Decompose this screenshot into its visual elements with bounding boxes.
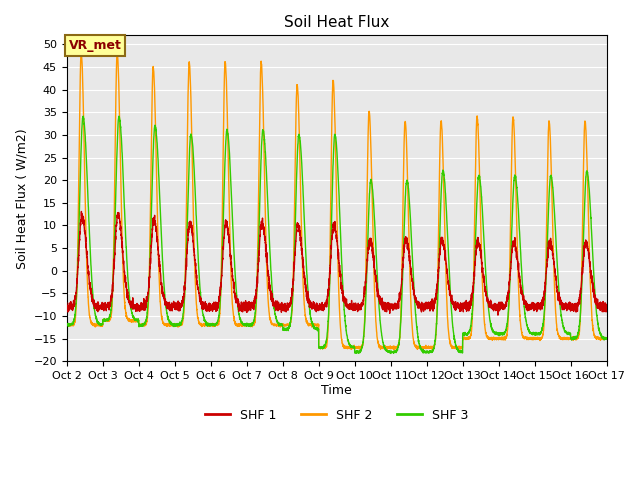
Title: Soil Heat Flux: Soil Heat Flux [284, 15, 389, 30]
Y-axis label: Soil Heat Flux ( W/m2): Soil Heat Flux ( W/m2) [15, 128, 28, 268]
Legend: SHF 1, SHF 2, SHF 3: SHF 1, SHF 2, SHF 3 [200, 404, 474, 427]
X-axis label: Time: Time [321, 384, 352, 396]
Text: VR_met: VR_met [68, 39, 122, 52]
